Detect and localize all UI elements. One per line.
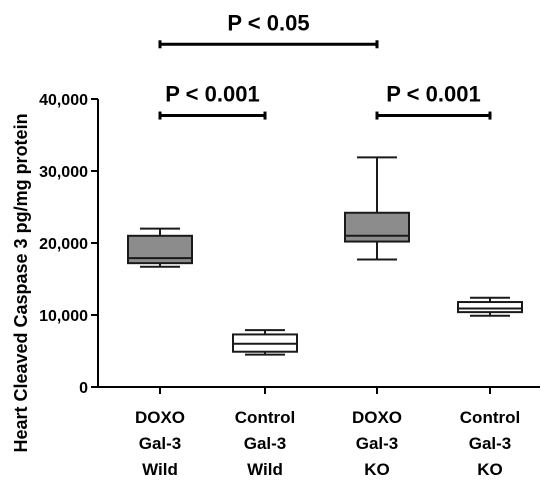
x-tick-label: Gal-3 <box>139 434 182 453</box>
x-tick-label: Gal-3 <box>244 434 287 453</box>
x-tick-label: Gal-3 <box>469 434 512 453</box>
x-tick-label: KO <box>477 460 503 479</box>
y-tick-label: 10,000 <box>39 308 88 325</box>
significance-label: P < 0.05 <box>227 10 309 35</box>
x-tick-label: Control <box>235 408 295 427</box>
y-axis-title: Heart Cleaved Caspase 3 pg/mg protein <box>11 113 31 452</box>
box-body <box>344 211 410 243</box>
significance-label: P < 0.001 <box>165 82 259 107</box>
y-tick-label: 40,000 <box>39 92 88 109</box>
x-tick-label: Control <box>460 408 520 427</box>
significance-label: P < 0.001 <box>386 82 480 107</box>
x-tick-label: Wild <box>247 460 283 479</box>
y-tick-label: 0 <box>79 380 88 397</box>
box-body <box>457 301 523 314</box>
x-tick-label: DOXO <box>135 408 185 427</box>
x-tick-label: KO <box>364 460 390 479</box>
x-tick-label: Gal-3 <box>356 434 399 453</box>
x-tick-label: DOXO <box>352 408 402 427</box>
x-tick-label: Wild <box>142 460 178 479</box>
y-tick-label: 30,000 <box>39 164 88 181</box>
y-tick-label: 20,000 <box>39 236 88 253</box>
